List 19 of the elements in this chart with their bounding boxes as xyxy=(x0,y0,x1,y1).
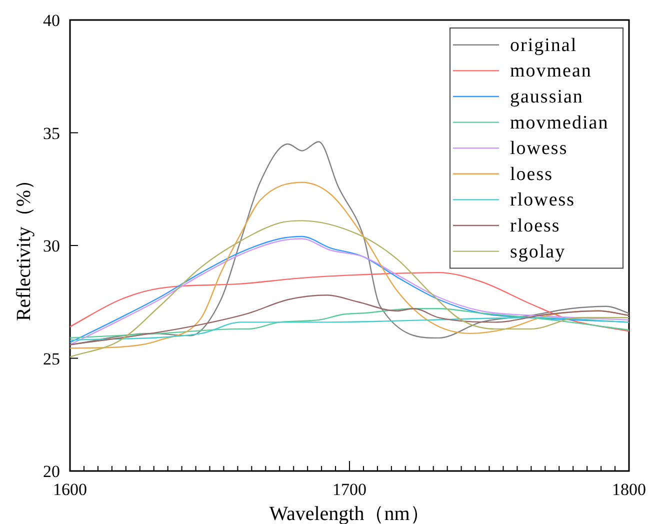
y-tick-label: 30 xyxy=(43,236,60,256)
legend-label: rlowess xyxy=(510,190,576,211)
x-tick-label: 1700 xyxy=(332,480,366,499)
legend-label: movmedian xyxy=(510,112,609,134)
legend-label: gaussian xyxy=(510,86,584,108)
y-tick-label: 25 xyxy=(43,349,60,368)
x-tick-label: 1800 xyxy=(612,480,646,499)
legend-label: rloess xyxy=(510,216,560,236)
legend-label: original xyxy=(510,34,578,56)
legend-label: movmean xyxy=(510,60,592,82)
y-tick-label: 20 xyxy=(43,462,60,481)
y-tick-label: 40 xyxy=(43,11,60,30)
legend-label: lowess xyxy=(510,138,568,160)
legend-label: loess xyxy=(510,164,553,185)
x-tick-label: 1600 xyxy=(53,480,87,499)
legend-label: sgolay xyxy=(510,241,566,262)
x-axis-title: Wavelength（nm） xyxy=(269,503,430,524)
y-axis-title: Reflectivity（%） xyxy=(13,170,35,322)
y-tick-label: 35 xyxy=(43,124,60,143)
